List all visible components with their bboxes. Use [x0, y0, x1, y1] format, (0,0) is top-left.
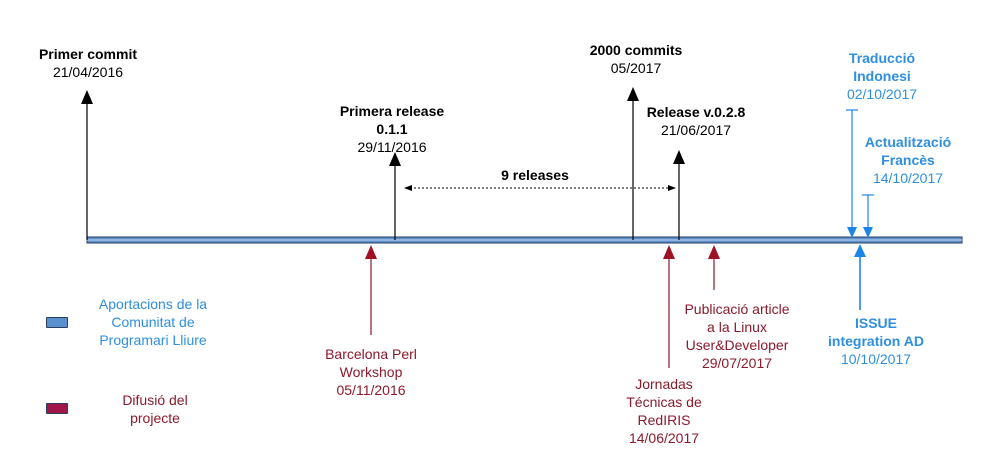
event-line: RedIRIS: [637, 412, 691, 428]
event-title-line2: 0.1.1: [376, 121, 408, 137]
event-line: Jornadas: [635, 376, 693, 392]
diffusion-jornadas-arrow: [663, 245, 675, 368]
event-title-line2: Indonesi: [853, 68, 911, 84]
event-date: 05/2017: [610, 60, 662, 76]
event-date: 29/07/2017: [701, 355, 773, 371]
event-title: Actualització: [864, 134, 952, 150]
event-title: Release v.0.2.8: [646, 104, 746, 120]
event-date: 14/10/2017: [872, 170, 944, 186]
event-release-028: Release v.0.2.8 21/06/2017: [628, 103, 764, 139]
event-publicacio-article: Publicació article a la Linux User&Devel…: [664, 300, 810, 372]
diffusion-barcelona-perl-arrow: [365, 245, 377, 335]
event-title: Primer commit: [38, 46, 138, 62]
event-traduccio-indonesi: Traducció Indonesi 02/10/2017: [817, 49, 947, 103]
legend-swatch-community: [46, 317, 68, 328]
event-title-line2: integration AD: [828, 333, 924, 349]
legend-line: projecte: [130, 410, 180, 426]
legend-line: Comunitat de: [111, 314, 195, 330]
legend-diffusion: Difusió del projecte: [100, 391, 210, 427]
legend-line: Aportacions de la: [98, 296, 208, 312]
event-title: ISSUE: [854, 315, 897, 331]
event-line: User&Developer: [685, 337, 789, 353]
legend-line: Programari Lliure: [99, 332, 207, 348]
diffusion-publicacio-arrow: [708, 245, 720, 290]
community-actualitzacio-arrow: [862, 194, 874, 238]
event-title: 2000 commits: [589, 42, 683, 58]
milestone-primer-commit-arrow: [81, 90, 93, 240]
event-actualitzacio-frances: Actualització Francès 14/10/2017: [845, 133, 971, 187]
timeline-bar: [86, 236, 963, 244]
event-date: 21/06/2017: [660, 122, 732, 138]
legend-swatch-diffusion: [46, 403, 68, 414]
event-date: 14/06/2017: [628, 430, 700, 446]
community-issue-arrow: [854, 244, 866, 310]
event-2000-commits: 2000 commits 05/2017: [568, 41, 704, 77]
event-date: 10/10/2017: [840, 351, 912, 367]
event-title: Primera release: [339, 103, 445, 119]
milestone-2000-commits-arrow: [627, 87, 639, 240]
event-line: a la Linux: [707, 319, 767, 335]
event-primera-release: Primera release 0.1.1 29/11/2016: [322, 102, 462, 156]
milestone-primera-release-arrow: [389, 152, 401, 240]
releases-span-arrow: [404, 185, 676, 191]
event-primer-commit: Primer commit 21/04/2016: [20, 45, 156, 81]
event-line: Técnicas de: [626, 394, 702, 410]
event-date: 02/10/2017: [846, 86, 918, 102]
event-line: Barcelona Perl: [325, 346, 417, 362]
legend-line: Difusió del: [122, 392, 188, 408]
event-date: 21/04/2016: [52, 64, 124, 80]
event-jornadas-rediris: Jornadas Técnicas de RedIRIS 14/06/2017: [604, 375, 724, 447]
legend-community: Aportacions de la Comunitat de Programar…: [78, 295, 228, 349]
event-line: Publicació article: [684, 301, 790, 317]
event-barcelona-perl: Barcelona Perl Workshop 05/11/2016: [306, 345, 436, 399]
event-title: Traducció: [848, 50, 916, 66]
event-date: 29/11/2016: [357, 139, 427, 155]
event-line: Workshop: [339, 364, 403, 380]
event-issue-integration: ISSUE integration AD 10/10/2017: [808, 314, 944, 368]
event-date: 05/11/2016: [336, 382, 406, 398]
milestone-release-028-arrow: [673, 150, 685, 240]
event-title-line2: Francès: [881, 152, 935, 168]
releases-span-label: 9 releases: [501, 167, 569, 183]
community-traduccio-arrow: [846, 109, 858, 238]
